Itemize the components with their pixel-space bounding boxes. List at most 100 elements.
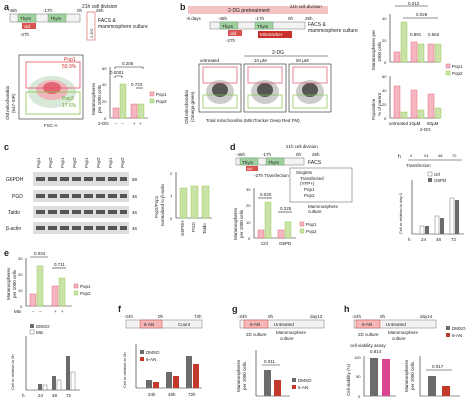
h-2d: 2D culture: [358, 332, 379, 337]
d-culture: culture: [308, 209, 322, 214]
d-gate-yfp: (YFP+): [300, 181, 315, 186]
panel-f: f -24h 0h 72h 6-AN Count Cell nr relativ…: [118, 304, 203, 397]
h-ylab3: per 1000 cells: [410, 361, 415, 390]
a-bar-ylabel1: Mammospheres: [91, 82, 96, 115]
a-ytick-0: 0: [104, 116, 107, 121]
e-mtx-v3: +: [54, 309, 57, 314]
b-old-block: [228, 30, 242, 36]
e-p1: 0.034: [34, 251, 46, 256]
b-xcat-untreated: untreated: [389, 121, 409, 126]
a-pop2-gate: [25, 91, 81, 115]
h-6an-block: [355, 319, 381, 329]
dh-xcat-72: 72: [451, 237, 457, 242]
c-lane-labels: Pop1 Pop2 Pop1 Pop2 Pop1 Pop2 Pop1 Pop2: [36, 157, 125, 168]
h-timeline-bar: [353, 319, 437, 329]
d-thym-label-2: Thym: [268, 160, 280, 165]
panel-b: b 2-DG pretreatment -5 days -46h -17h 0h…: [180, 1, 463, 132]
b-ylab3: Population: [371, 98, 376, 120]
d-xcat-g6pd: G6PD: [279, 241, 292, 246]
d-xcat-ctrl: Ctrl: [261, 241, 268, 246]
dh-legend-ctrl: ctrl: [434, 172, 440, 177]
e-mtx-v4: +: [61, 309, 64, 314]
d-ytick-10: 10: [246, 220, 251, 225]
a-timeline-bar: [9, 13, 81, 23]
d-ytick-30: 30: [246, 187, 251, 192]
c-xcat-g6pdh: G6PDH: [180, 220, 185, 236]
e-bar-2: [36, 265, 44, 307]
b-mito-block: [258, 31, 292, 38]
g-timeline-bar: [239, 319, 325, 329]
dh-legend-ctrl-swatch: [427, 171, 433, 177]
h-bar-viab-6an: [382, 359, 390, 396]
a-2dg-block: [86, 11, 96, 41]
e-legend-mtx: Mtx: [36, 330, 44, 335]
c-bar-pgd: [190, 185, 199, 219]
c-western-blot: [33, 172, 129, 234]
g-t0: 0h: [268, 314, 274, 319]
b-ylab1: Mammospheres per: [371, 29, 376, 70]
b-thym-block-2: [254, 21, 274, 30]
e-legend-pop1-swatch: [73, 283, 79, 289]
b-ylab2: 1000 cells: [377, 41, 382, 62]
c-xcat-taldo: Taldo: [202, 223, 207, 234]
f-axes: [135, 344, 202, 389]
f-legend-6an-swatch: [140, 357, 144, 361]
d-old-label: old: [247, 166, 252, 171]
g-legend-dmso-swatch: [292, 378, 296, 382]
g-legend-6an-swatch: [292, 385, 296, 389]
b-mammo: mammosphere culture: [308, 28, 358, 34]
b-t17: -17h: [255, 16, 265, 21]
b-top-bar-3: [410, 41, 418, 63]
h-axes-1: [363, 356, 396, 397]
svg-text:Pop2: Pop2: [72, 157, 77, 168]
d-p2: 0.225: [280, 206, 292, 211]
c-kda-4: 46: [132, 226, 138, 231]
svg-text:Pop2: Pop2: [96, 157, 101, 168]
c-bar-taldo: [201, 185, 210, 219]
c-row-taldo: Taldo: [8, 210, 20, 216]
b-xcat-50: 50µM: [427, 121, 439, 126]
d-gate-pop1: Pop1: [304, 187, 315, 192]
g-axes: [255, 350, 290, 397]
panel-letter-e: e: [4, 248, 9, 258]
e-legend-dmso-swatch: [30, 324, 34, 328]
b-thym-label-2: Thym: [257, 24, 269, 29]
b-legend-pop1-swatch: [445, 63, 451, 69]
h-t0: 0h: [380, 314, 386, 319]
c-row-g6pdh: G6PDH: [6, 177, 24, 183]
e-bar-3: [51, 285, 59, 307]
a-old-block: [22, 23, 36, 29]
e-ytick-30: 30: [18, 256, 23, 261]
g-bar-dmso: [264, 370, 271, 396]
e-ytick-0: 0: [20, 304, 23, 309]
panel-g: g -24h 0h day12 6-AN Untreated 2D cultur…: [232, 304, 325, 397]
e-bottom-axes: [25, 336, 80, 391]
a-flow-density: [25, 61, 81, 115]
d-legend-pop1: Pop1: [306, 222, 317, 227]
b-flow-xlabel: Total mitochondria (MitoTracker Deep Red…: [206, 118, 300, 123]
d-legend-pop2-swatch: [299, 228, 305, 234]
h-t14: day14: [420, 314, 433, 319]
panel-letter-f: f: [118, 304, 122, 314]
dh-axes: [411, 180, 464, 235]
a-dg-v3: +: [133, 121, 136, 126]
c-ytick-1: 1: [170, 193, 173, 198]
panel-letter-c: c: [4, 142, 9, 152]
c-ytick-2: 2: [170, 171, 173, 176]
a-legend-pop1: Pop1: [156, 92, 167, 97]
h-mammo: Mammosphere: [388, 330, 419, 335]
a-thym-block: [17, 13, 37, 23]
e-mtx-v1: −: [32, 309, 35, 314]
b-p-top2: 0.029: [416, 12, 428, 17]
b-bot-bar-1: [393, 85, 401, 119]
f-legend-dmso: DMSO: [146, 350, 160, 355]
a-legend-pop2: Pop2: [156, 99, 167, 104]
e-legend-pop2: Pop2: [80, 291, 91, 296]
f-legend-dmso-swatch: [140, 350, 144, 354]
b-cond-10: 10 µM: [254, 58, 267, 63]
b-bot-ytick-20: 20: [382, 102, 387, 107]
h-untreated: Untreated: [386, 322, 406, 327]
d-bar-ctrl-pop1: [257, 229, 265, 239]
